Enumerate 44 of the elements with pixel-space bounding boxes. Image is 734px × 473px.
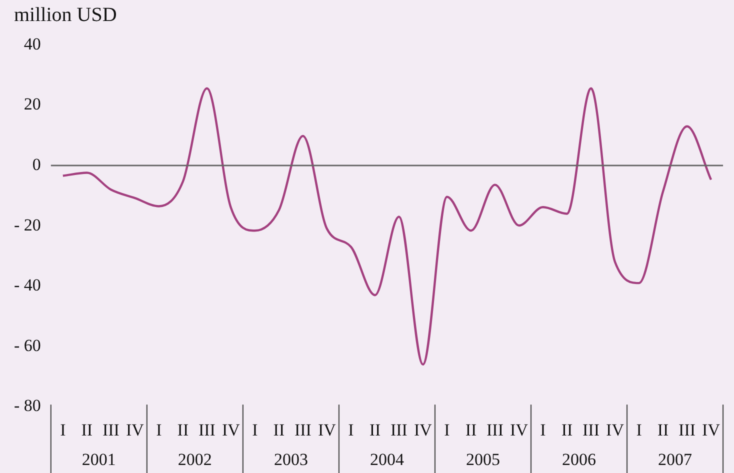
x-tick-label: III bbox=[102, 420, 120, 440]
x-tick-label: I bbox=[348, 420, 354, 440]
x-tick-label: IV bbox=[510, 420, 529, 440]
x-tick-label: I bbox=[156, 420, 162, 440]
y-tick-label: 20 bbox=[24, 94, 41, 114]
text: 2004 bbox=[370, 450, 404, 470]
text: 2001 bbox=[82, 450, 116, 470]
text: 2007 bbox=[658, 450, 693, 470]
x-tick-label: II bbox=[273, 420, 285, 440]
x-tick-label: I bbox=[636, 420, 642, 440]
y-tick-label: 40 bbox=[24, 34, 41, 54]
y-tick-label: - 40 bbox=[14, 276, 41, 295]
text: 2003 bbox=[274, 450, 308, 470]
text: 2006 bbox=[562, 450, 596, 470]
x-tick-label: II bbox=[369, 420, 381, 440]
x-tick-label: IV bbox=[606, 420, 625, 440]
x-tick-label: IV bbox=[126, 420, 145, 440]
x-tick-label: I bbox=[252, 420, 258, 440]
x-tick-label: III bbox=[294, 420, 312, 440]
x-tick-label: I bbox=[540, 420, 546, 440]
y-tick-label: - 80 bbox=[14, 396, 41, 416]
line-series bbox=[62, 87, 712, 366]
x-tick-label: III bbox=[198, 420, 216, 440]
x-tick-label: II bbox=[465, 420, 477, 440]
x-tick-label: III bbox=[486, 420, 504, 440]
y-tick-label: - 60 bbox=[14, 336, 41, 355]
x-tick-label: I bbox=[444, 420, 450, 440]
x-tick-label: IV bbox=[318, 420, 337, 440]
text: 2002 bbox=[178, 450, 212, 470]
y-tick-label: - 20 bbox=[14, 215, 41, 234]
x-tick-label: IV bbox=[414, 420, 433, 440]
y-tick-label: 0 bbox=[32, 155, 41, 174]
x-tick-label: II bbox=[81, 420, 93, 440]
x-tick-label: I bbox=[60, 420, 66, 440]
x-tick-label: II bbox=[561, 420, 573, 440]
x-tick-label: II bbox=[177, 420, 189, 440]
x-tick-label: IV bbox=[702, 420, 721, 440]
text: 2005 bbox=[466, 450, 500, 470]
y-axis-title: million USD bbox=[14, 4, 117, 27]
x-tick-label: III bbox=[678, 420, 696, 440]
x-tick-label: IV bbox=[222, 420, 241, 440]
x-tick-label: II bbox=[657, 420, 670, 440]
x-tick-label: III bbox=[390, 420, 408, 440]
x-tick-label: III bbox=[582, 420, 600, 440]
